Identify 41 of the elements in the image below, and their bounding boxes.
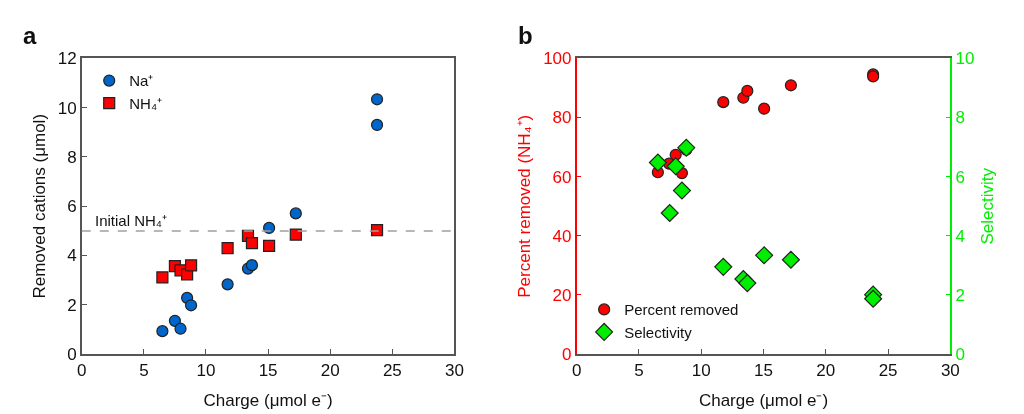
y-tick-label: 10 <box>57 98 77 118</box>
y2-tick-label: 6 <box>955 167 965 187</box>
y-tick-label: 20 <box>552 285 572 305</box>
y-tick-label: 6 <box>67 197 77 217</box>
y-tick-label: 40 <box>552 226 572 246</box>
ref-line-label: Initial NH₄⁺ <box>95 212 167 229</box>
y-axis-title: Percent removed (NH₄⁺) <box>515 114 535 298</box>
y-tick-label: 8 <box>67 147 77 167</box>
x-tick-label: 15 <box>754 361 773 381</box>
x-tick-label: 10 <box>196 361 216 381</box>
y-tick-label: 0 <box>67 345 77 365</box>
x-axis-title: Charge (μmol e⁻) <box>203 391 333 411</box>
chart-title: b <box>518 22 533 49</box>
y2-tick-label: 4 <box>955 226 965 246</box>
y-axis-title: Removed cations (μmol) <box>29 113 49 299</box>
legend-label: Na⁺ <box>129 72 154 90</box>
y-tick-label: 4 <box>67 246 77 266</box>
x-tick-label: 30 <box>444 361 464 381</box>
y-tick-label: 2 <box>67 295 77 315</box>
legend-label: Selectivity <box>624 323 693 341</box>
chart-title: a <box>23 22 37 49</box>
y-tick-label: 100 <box>543 49 572 69</box>
y2-tick-label: 10 <box>955 49 975 69</box>
x-axis-title: Charge (μmol e⁻) <box>698 391 829 411</box>
legend-label: NH₄⁺ <box>129 94 163 112</box>
x-tick-label: 25 <box>878 361 898 381</box>
x-tick-label: 20 <box>320 361 340 381</box>
y-tick-label: 0 <box>562 345 572 365</box>
x-tick-label: 5 <box>634 361 644 381</box>
y2-tick-label: 8 <box>955 108 965 128</box>
x-tick-label: 15 <box>258 361 278 381</box>
x-tick-label: 20 <box>816 361 836 381</box>
y-tick-label: 80 <box>552 108 572 128</box>
legend-label: Percent removed <box>624 301 739 319</box>
x-tick-label: 25 <box>382 361 402 381</box>
y-tick-label: 60 <box>552 167 572 187</box>
x-tick-label: 10 <box>691 361 711 381</box>
y2-axis-title: Selectivity <box>978 167 998 245</box>
y-tick-label: 12 <box>57 49 77 69</box>
y2-tick-label: 2 <box>955 285 965 305</box>
x-tick-label: 5 <box>139 361 149 381</box>
